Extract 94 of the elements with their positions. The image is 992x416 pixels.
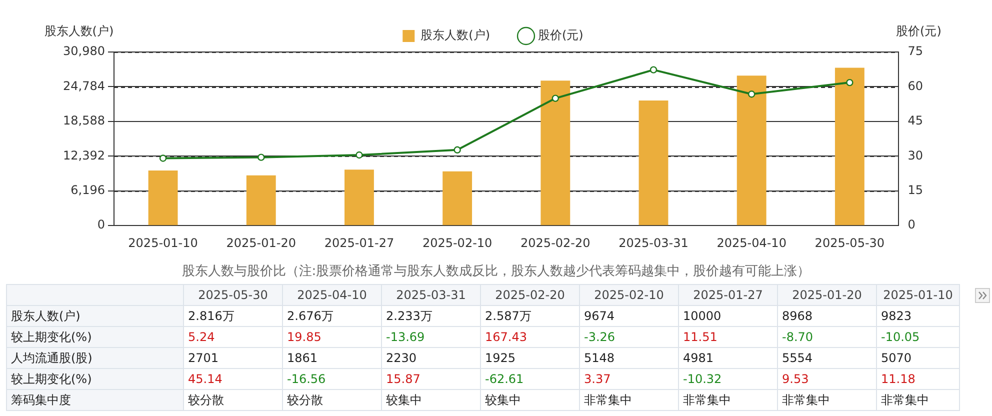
text: 5148 — [580, 348, 678, 368]
bar — [246, 175, 276, 226]
text: 167.43 — [480, 326, 580, 348]
text: 人均流通股(股) — [6, 348, 184, 368]
y-tick-label: 24,784 — [62, 78, 105, 93]
text: 11.18 — [876, 368, 960, 390]
x-tick-label: 2025-01-20 — [226, 236, 296, 250]
point — [650, 66, 658, 74]
x-tick-label: 2025-02-20 — [520, 236, 590, 250]
text: 非常集中 — [876, 390, 960, 410]
text: 9.53 — [778, 368, 876, 390]
text: 2230 — [382, 348, 480, 368]
y-tick-label: 6,196 — [70, 183, 105, 198]
x-tick-label: 2025-03-31 — [618, 236, 688, 250]
bar — [736, 76, 766, 226]
text: 2025-01-27 — [678, 284, 778, 306]
text: 较集中 — [382, 390, 480, 410]
text: 9674 — [580, 306, 678, 326]
text: 9823 — [876, 306, 960, 326]
point — [356, 151, 363, 159]
bar — [442, 171, 472, 226]
text: 2025-01-10 — [876, 284, 960, 306]
text: 5.24 — [184, 326, 282, 348]
x-tick-label: 2025-01-27 — [324, 236, 394, 250]
y2-tick-label: 15 — [908, 183, 924, 198]
bar — [540, 80, 570, 226]
text: 2025-01-20 — [778, 284, 876, 306]
y2-tick-label: 60 — [908, 78, 924, 93]
text: 5554 — [778, 348, 876, 368]
text: 11.51 — [678, 326, 778, 348]
x-tick-label: 2025-05-30 — [814, 236, 885, 250]
y-tick-label: 12,392 — [62, 148, 105, 162]
text: 2.676万 — [282, 306, 382, 326]
text: 较上期变化(%) — [6, 326, 184, 348]
text: 4981 — [678, 348, 778, 368]
bar — [638, 100, 668, 226]
bar — [834, 68, 864, 226]
y2-tick-label: 30 — [908, 148, 924, 162]
text: 45.14 — [184, 368, 282, 390]
x-tick-label: 2025-01-10 — [128, 236, 198, 250]
text: 5070 — [876, 348, 960, 368]
text: 2025-03-31 — [382, 284, 480, 306]
text: 较分散 — [184, 390, 282, 410]
text: 2.233万 — [382, 306, 480, 326]
text: 非常集中 — [678, 390, 778, 410]
text: -62.61 — [480, 368, 580, 390]
text: 2701 — [184, 348, 282, 368]
text: -16.56 — [282, 368, 382, 390]
point — [552, 94, 560, 102]
bar — [344, 170, 374, 226]
y2-axis-title: 股价(元) — [896, 24, 942, 38]
point — [748, 90, 756, 98]
text: -13.69 — [382, 326, 480, 348]
text: 非常集中 — [580, 390, 678, 410]
point — [159, 154, 167, 162]
y2-tick-label: 45 — [908, 114, 924, 128]
text: 15.87 — [382, 368, 480, 390]
text: -3.26 — [580, 326, 678, 348]
text: -8.70 — [778, 326, 876, 348]
text: 股东人数与股价比（注:股票价格通常与股东人数成反比，股东人数越少代表筹码越集中，股价越有可能上涨） — [180, 263, 812, 280]
legend-label: 股东人数(户) — [420, 28, 490, 42]
text: 较分散 — [282, 390, 382, 410]
y2-tick-label: 75 — [908, 44, 924, 58]
text: 19.85 — [282, 326, 382, 348]
y-tick-label: 0 — [97, 218, 105, 232]
text: 较上期变化(%) — [6, 368, 184, 390]
text: 10000 — [678, 306, 778, 326]
text: -10.05 — [876, 326, 960, 348]
text: 2025-02-10 — [580, 284, 678, 306]
text: 1861 — [282, 348, 382, 368]
x-tick-label: 2025-04-10 — [716, 236, 786, 250]
bar — [148, 170, 178, 226]
text: 股东人数(户) — [6, 306, 184, 326]
point — [454, 146, 461, 154]
y-tick-label: 18,588 — [62, 114, 105, 128]
text: 3.37 — [580, 368, 678, 390]
x-tick-label: 2025-02-10 — [422, 236, 492, 250]
y2-tick-label: 0 — [908, 218, 916, 232]
text: 筹码集中度 — [6, 390, 184, 410]
text: 2025-02-20 — [480, 284, 580, 306]
text: 2025-04-10 — [282, 284, 382, 306]
text: 8968 — [778, 306, 876, 326]
text: 2.587万 — [480, 306, 580, 326]
text: 非常集中 — [778, 390, 876, 410]
y-tick-label: 30,980 — [62, 44, 105, 58]
y-axis-title: 股东人数(户) — [44, 24, 114, 38]
point — [258, 154, 265, 161]
text: 较集中 — [480, 390, 580, 410]
text: -10.32 — [678, 368, 778, 390]
text: 1925 — [480, 348, 580, 368]
text: 2025-05-30 — [184, 284, 282, 306]
text: 2.816万 — [184, 306, 282, 326]
legend-label: 股价(元) — [538, 28, 584, 42]
point — [846, 78, 854, 86]
